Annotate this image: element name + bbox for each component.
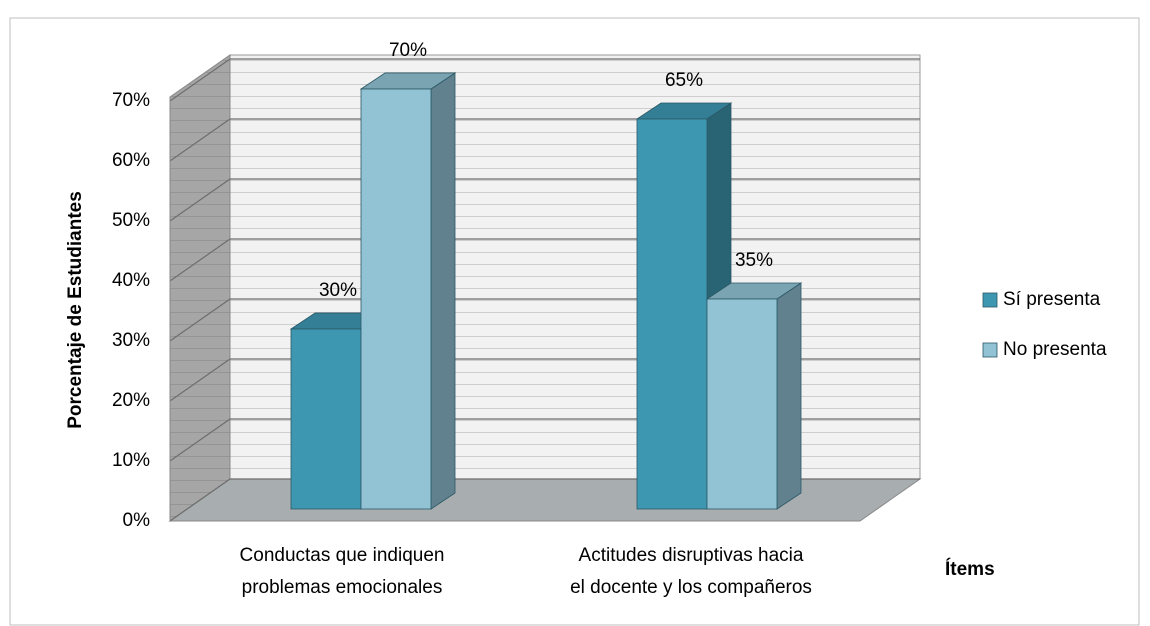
data-label: 30% bbox=[319, 280, 357, 301]
x-tick-label: Actitudes disruptivas hacia bbox=[579, 545, 804, 566]
grid-line bbox=[169, 358, 231, 402]
y-tick-label: 40% bbox=[112, 270, 150, 291]
legend-label: Sí presenta bbox=[1003, 289, 1101, 310]
bar-side bbox=[430, 72, 456, 510]
y-tick-label: 0% bbox=[123, 510, 151, 531]
y-tick-label: 10% bbox=[112, 450, 150, 471]
y-tick-label: 50% bbox=[112, 210, 150, 231]
y-axis-title: Porcentaje de Estudiantes bbox=[65, 191, 86, 429]
bar bbox=[636, 118, 708, 510]
data-label: 65% bbox=[665, 70, 703, 91]
legend-swatch bbox=[982, 292, 998, 308]
grid-line bbox=[169, 58, 231, 102]
bar bbox=[290, 328, 362, 510]
grid-line bbox=[169, 298, 231, 342]
y-tick-label: 30% bbox=[112, 330, 150, 351]
bar-side bbox=[776, 282, 802, 510]
data-label: 70% bbox=[389, 40, 427, 61]
x-tick-label: problemas emocionales bbox=[242, 577, 443, 598]
x-tick-label: el docente y los compañeros bbox=[570, 577, 812, 598]
y-tick-label: 20% bbox=[112, 390, 150, 411]
bar bbox=[706, 298, 778, 510]
x-tick-label: Conductas que indiquen bbox=[240, 545, 445, 566]
bar bbox=[360, 88, 432, 510]
grid-line bbox=[169, 178, 231, 222]
legend-swatch bbox=[982, 342, 998, 358]
y-tick-label: 60% bbox=[112, 150, 150, 171]
grid-line bbox=[169, 118, 231, 162]
grid-line bbox=[169, 418, 231, 462]
chart-border bbox=[9, 17, 1140, 626]
legend-label: No presenta bbox=[1003, 339, 1107, 360]
floor bbox=[168, 478, 922, 522]
grid-line bbox=[169, 238, 231, 282]
data-label: 35% bbox=[735, 250, 773, 271]
grid-line bbox=[169, 478, 231, 522]
y-tick-label: 70% bbox=[112, 90, 150, 111]
x-axis-title: Ítems bbox=[945, 558, 995, 580]
